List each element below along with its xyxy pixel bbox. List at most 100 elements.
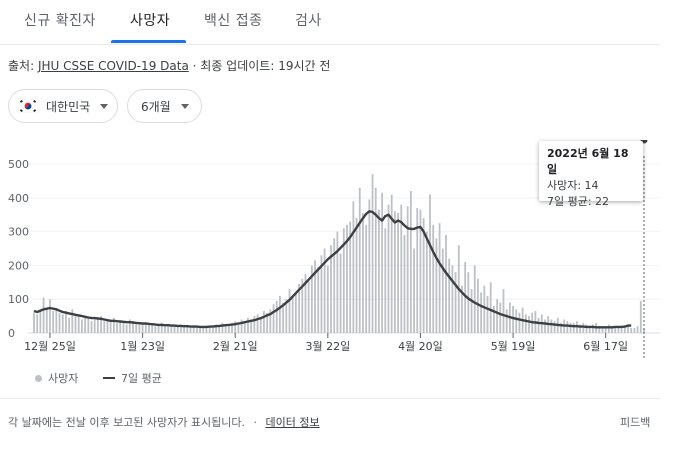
bar — [180, 324, 182, 333]
bar — [272, 304, 275, 333]
x-tick-label: 5월 19일 — [491, 339, 536, 353]
tooltip-date: 2022년 6월 18일 — [547, 147, 629, 176]
source-separator: · — [192, 59, 197, 73]
bar — [585, 324, 588, 333]
bar — [323, 248, 326, 333]
bar — [100, 316, 102, 333]
period-label: 6개월 — [141, 99, 171, 114]
period-dropdown[interactable]: 6개월 — [127, 89, 202, 123]
bar — [611, 326, 613, 333]
footer-separator: · — [253, 416, 258, 429]
bar-legend-swatch — [35, 374, 42, 382]
bar — [237, 322, 240, 333]
bar — [422, 218, 425, 333]
bar — [473, 265, 476, 333]
bar — [52, 311, 55, 333]
bar — [170, 324, 173, 333]
tab-deaths[interactable]: 사망자 — [130, 13, 171, 29]
bar — [310, 265, 313, 333]
bar — [298, 283, 300, 333]
bar — [240, 319, 243, 333]
bar — [39, 309, 42, 333]
bar — [141, 322, 144, 333]
line-legend-swatch — [103, 377, 115, 379]
bar — [247, 317, 249, 333]
bar — [320, 255, 323, 333]
bar — [314, 260, 316, 333]
bar — [65, 311, 67, 333]
y-tick-label: 100 — [8, 293, 29, 306]
bar — [285, 299, 288, 333]
bar — [614, 327, 617, 333]
bar — [211, 327, 214, 333]
bar — [326, 265, 329, 333]
bar — [288, 289, 291, 333]
bar — [409, 191, 412, 333]
legend-bars: 사망자 — [35, 370, 78, 386]
bar — [467, 272, 470, 333]
bar — [454, 272, 457, 333]
bar — [518, 312, 521, 333]
bar — [448, 258, 451, 333]
bar — [87, 317, 90, 333]
bar — [218, 326, 221, 333]
bar — [620, 327, 623, 333]
bar — [160, 322, 163, 333]
bar — [243, 321, 246, 333]
source-link[interactable]: JHU CSSE COVID-19 Data — [37, 59, 189, 73]
region-dropdown[interactable]: 대한민국 — [8, 89, 118, 123]
tab-bar: 신규 확진자 사망자 백신 접종 검사 — [0, 0, 660, 45]
bar — [461, 285, 463, 333]
bar — [74, 316, 77, 333]
bar — [480, 292, 483, 333]
bar — [403, 234, 406, 333]
tab-new-cases[interactable]: 신규 확진자 — [24, 13, 96, 29]
bar — [90, 321, 93, 333]
feedback-link[interactable]: 피드백 — [620, 416, 651, 429]
bar — [579, 324, 582, 333]
bar — [138, 324, 141, 333]
bar — [349, 221, 352, 333]
bar — [390, 194, 393, 333]
footer-divider — [0, 398, 660, 399]
bar — [151, 324, 154, 333]
tab-tests[interactable]: 검사 — [295, 13, 322, 29]
bar — [566, 321, 569, 333]
bar — [336, 231, 339, 333]
bar — [355, 218, 358, 333]
bar — [333, 238, 336, 333]
bar — [45, 307, 48, 333]
bar — [42, 297, 45, 333]
bar — [496, 299, 498, 333]
bar — [84, 316, 86, 333]
bar — [167, 324, 170, 333]
bar — [227, 324, 230, 333]
korea-flag-icon — [18, 99, 38, 113]
bar — [617, 326, 620, 333]
bar — [435, 238, 438, 333]
active-tab-indicator — [111, 40, 186, 43]
bar — [93, 319, 96, 333]
bar — [627, 324, 629, 333]
bar — [106, 321, 109, 333]
bar — [221, 322, 224, 333]
data-info-link[interactable]: 데이터 정보 — [265, 416, 320, 429]
bar — [598, 326, 601, 333]
y-tick-label: 0 — [8, 327, 15, 340]
deaths-chart[interactable]: 12월 25일 1월 23일 2월 21일 3월 22일 4월 20일 5월 19일 6월 … — [0, 140, 660, 360]
bar — [103, 321, 106, 333]
bar — [413, 248, 415, 333]
bar — [381, 192, 384, 333]
bar — [528, 316, 530, 333]
bar — [365, 224, 368, 333]
bar — [96, 317, 99, 333]
bar — [294, 292, 297, 333]
bar — [234, 321, 237, 333]
bar — [339, 253, 342, 333]
bar — [512, 305, 514, 333]
bar — [425, 231, 428, 333]
bar — [164, 326, 166, 333]
bar — [438, 223, 441, 333]
bar — [279, 295, 281, 333]
tab-vaccinations[interactable]: 백신 접종 — [204, 13, 263, 29]
